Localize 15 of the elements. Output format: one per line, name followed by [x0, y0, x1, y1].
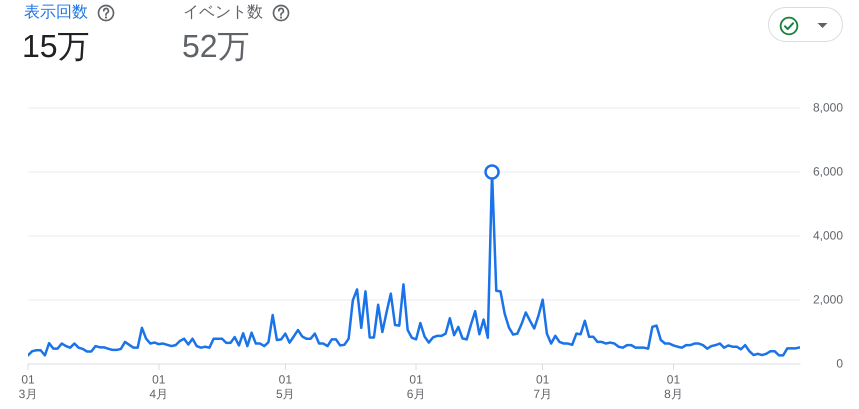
text: 15万: [22, 28, 90, 64]
x-tick-label: 01 7月: [533, 372, 552, 401]
y-tick-label: 4,000: [812, 228, 844, 242]
x-tick-label: 01 4月: [149, 372, 168, 401]
text: 52万: [182, 28, 250, 64]
text: イベント数: [183, 3, 263, 23]
y-tick-label: 2,000: [812, 292, 844, 306]
x-tick-label: 01 8月: [664, 372, 683, 401]
y-tick-label: 8,000: [812, 100, 844, 114]
y-tick-label: 6,000: [812, 164, 844, 178]
x-tick-label: 01 3月: [18, 372, 38, 401]
y-tick-label: 0: [836, 356, 844, 370]
x-tick-label: 01 6月: [406, 372, 426, 401]
text: 表示回数: [24, 3, 88, 23]
x-tick-label: 01 5月: [276, 372, 295, 401]
